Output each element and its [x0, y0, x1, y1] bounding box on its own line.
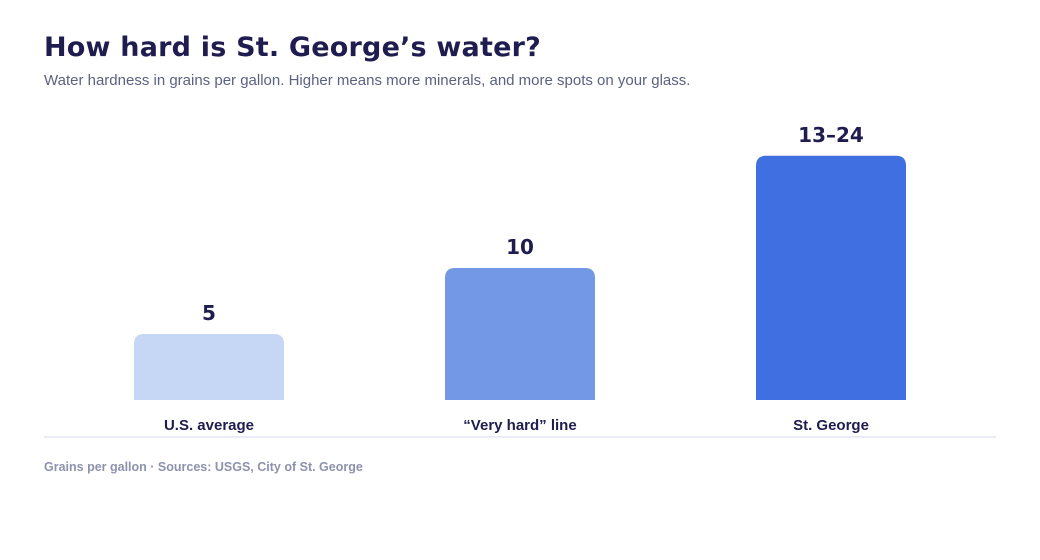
- source-note: Grains per gallon · Sources: USGS, City …: [44, 460, 363, 474]
- value-label-2: 10: [506, 235, 534, 259]
- value-label-3: 13–24: [798, 123, 864, 147]
- value-label-1: 5: [202, 301, 216, 325]
- category-label-3: St. George: [793, 417, 869, 434]
- chart-title: How hard is St. George’s water?: [44, 32, 541, 63]
- category-label-2: “Very hard” line: [463, 417, 576, 434]
- category-label-1: U.S. average: [164, 417, 254, 434]
- chart-subtitle: Water hardness in grains per gallon. Hig…: [44, 72, 691, 89]
- bar-3: [756, 155, 906, 400]
- bar-2: [445, 268, 595, 400]
- bar-1: [134, 334, 284, 400]
